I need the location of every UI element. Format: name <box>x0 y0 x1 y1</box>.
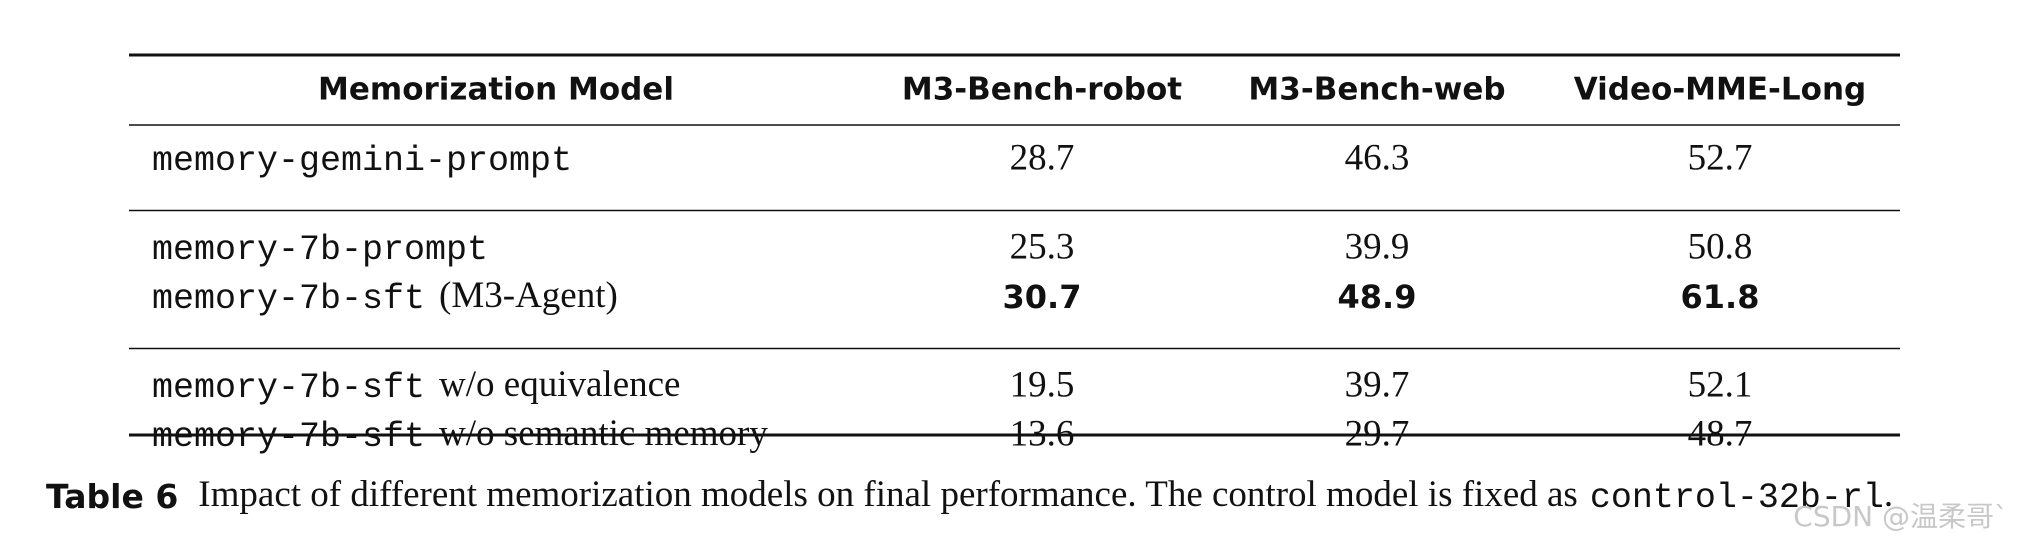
caption-text: Impact of different memorization models … <box>198 474 1578 515</box>
caption-code: control-32b-rl <box>1590 478 1884 518</box>
caption: Table 6 Impact of different memorization … <box>46 474 1893 518</box>
score: 52.1 <box>1688 364 1753 405</box>
model-code: memory-7b-sft <box>152 368 425 408</box>
model-name: memory-7b-sft w/o equivalence <box>152 364 680 408</box>
score: 28.7 <box>1010 137 1075 178</box>
column-header: M3-Bench-web <box>1248 72 1505 108</box>
model-name: memory-7b-sft (M3-Agent) <box>152 275 618 319</box>
score: 13.6 <box>1010 413 1075 454</box>
score: 48.7 <box>1688 413 1753 454</box>
score: 25.3 <box>1010 226 1075 267</box>
model-text: (M3-Agent) <box>439 275 618 316</box>
model-code: memory-7b-sft <box>152 417 425 457</box>
score: 46.3 <box>1345 137 1410 178</box>
caption-end: . <box>1884 474 1893 515</box>
column-header: Video-MME-Long <box>1574 72 1867 108</box>
model-name: memory-7b-sft w/o semantic memory <box>152 413 768 457</box>
model-name: memory-gemini-prompt <box>152 141 572 181</box>
score: 61.8 <box>1681 278 1760 316</box>
watermark: CSDN @温柔哥` <box>1793 500 2008 533</box>
model-code: memory-7b-sft <box>152 279 425 319</box>
column-header: Memorization Model <box>318 72 674 108</box>
model-text: w/o semantic memory <box>439 413 768 454</box>
score: 50.8 <box>1688 226 1753 267</box>
score: 29.7 <box>1345 413 1410 454</box>
model-code: memory-7b-prompt <box>152 230 488 270</box>
score: 30.7 <box>1003 278 1082 316</box>
score: 48.9 <box>1338 278 1417 316</box>
score: 19.5 <box>1010 364 1075 405</box>
model-text: w/o equivalence <box>439 364 680 405</box>
column-header: M3-Bench-robot <box>902 72 1182 108</box>
model-code: memory-gemini-prompt <box>152 141 572 181</box>
model-name: memory-7b-prompt <box>152 230 488 270</box>
score: 39.9 <box>1345 226 1410 267</box>
score: 39.7 <box>1345 364 1410 405</box>
score: 52.7 <box>1688 137 1753 178</box>
caption-label: Table 6 <box>46 477 178 516</box>
